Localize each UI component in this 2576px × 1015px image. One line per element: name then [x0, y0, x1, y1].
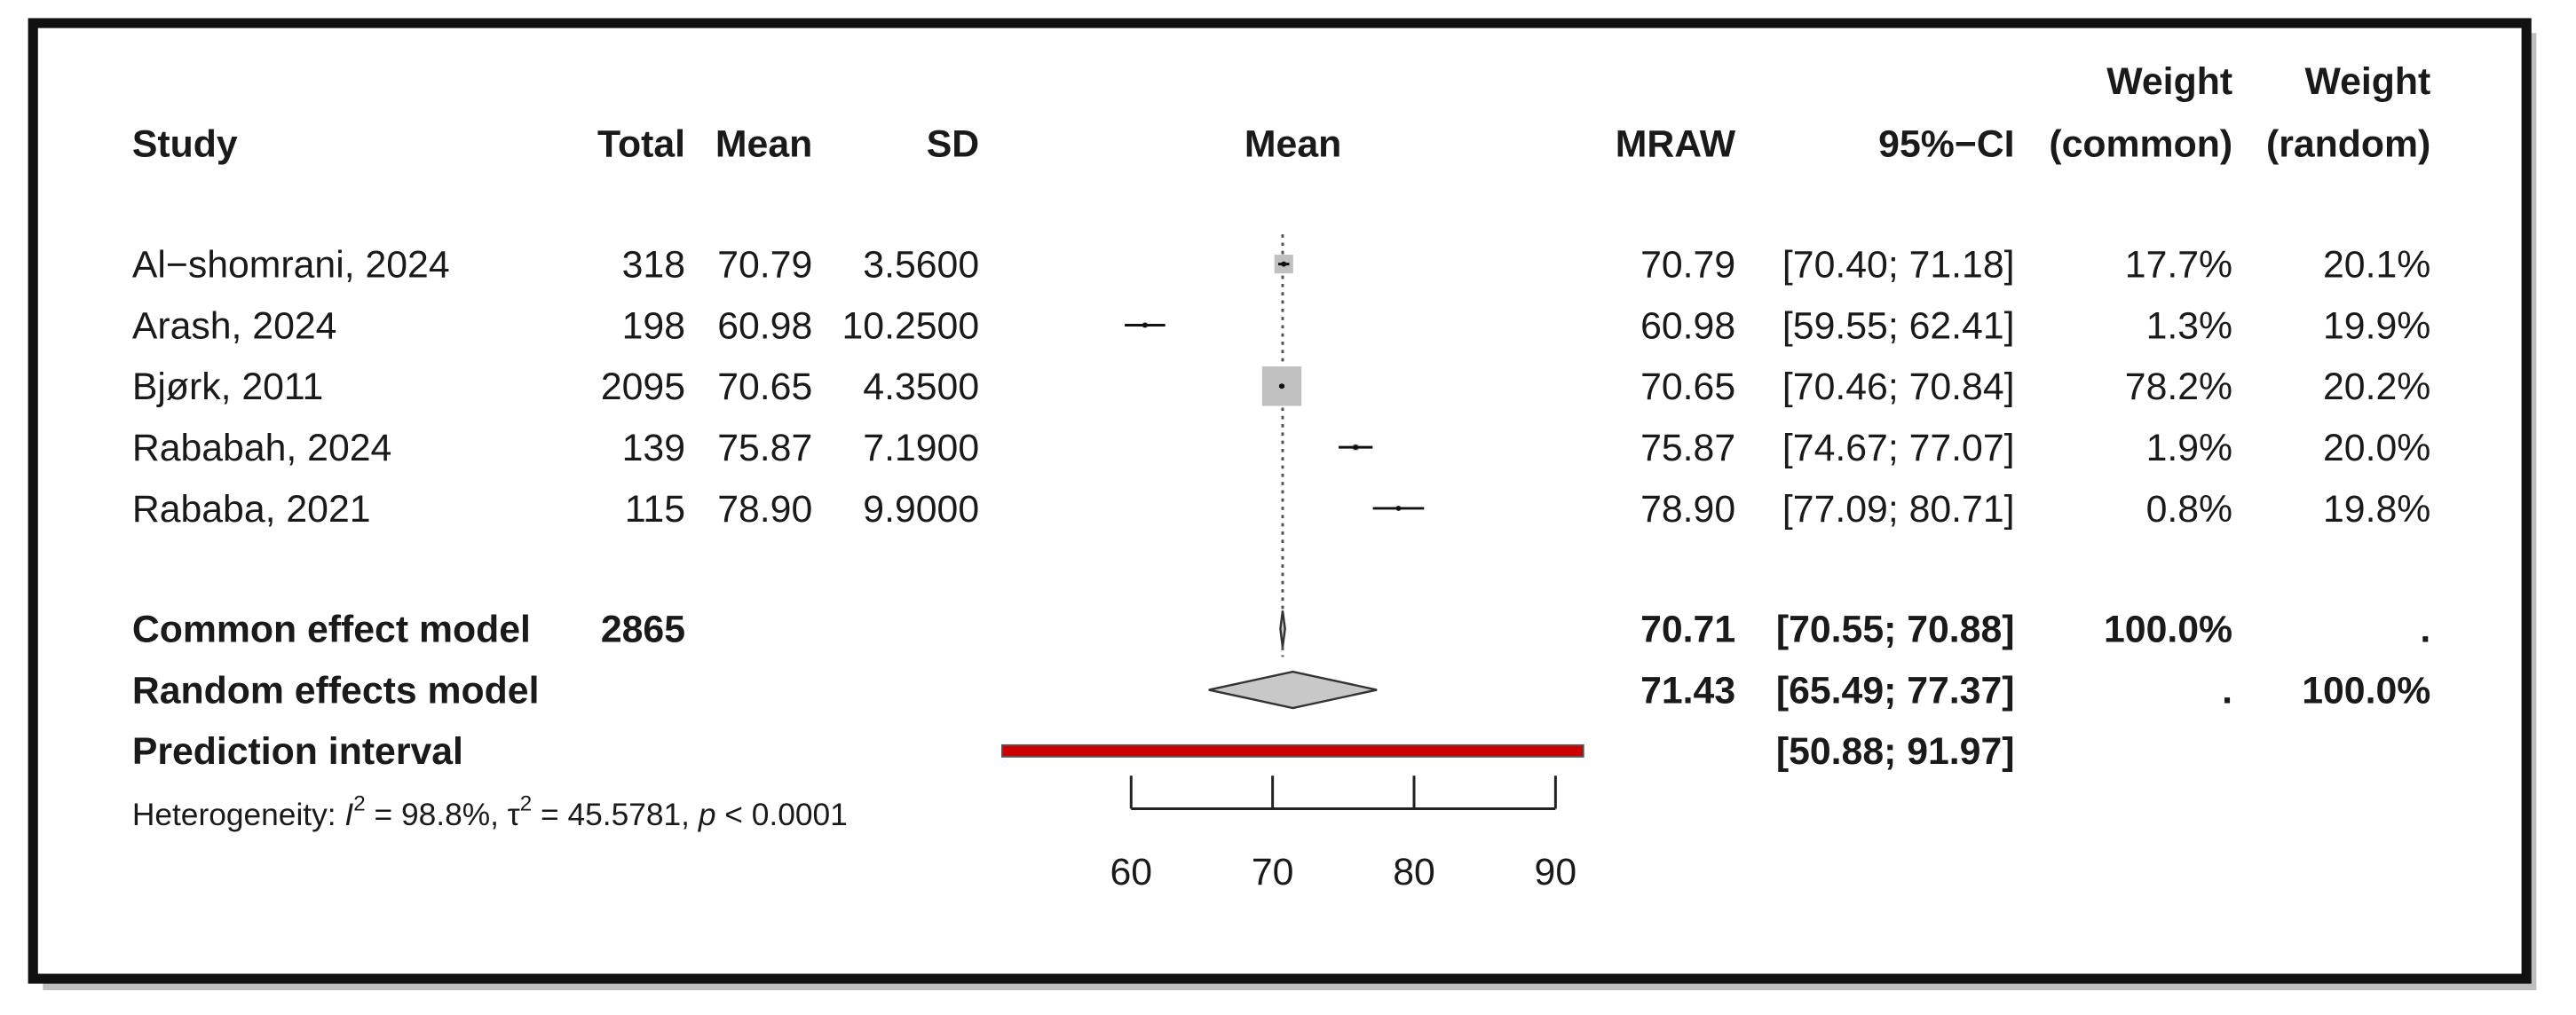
summary-name: Prediction interval [132, 730, 463, 773]
heterogeneity-part: = 45.5781, [532, 798, 699, 832]
prediction-bar [1001, 744, 1584, 758]
study-mraw: 75.87 [1640, 427, 1735, 469]
header-total: Total [597, 123, 685, 166]
heterogeneity-part: p [698, 798, 716, 832]
heterogeneity-part: 2 [520, 791, 532, 815]
study-sd: 4.3500 [863, 366, 979, 408]
study-point [1353, 445, 1359, 451]
study-point [1281, 261, 1287, 267]
study-weight-random: 20.0% [2323, 427, 2430, 469]
study-sd: 9.9000 [863, 488, 979, 531]
study-sd: 7.1900 [863, 427, 979, 469]
summary-weight-common: . [2222, 669, 2232, 712]
heterogeneity-part: τ [508, 798, 520, 832]
header-ci: 95%−CI [1878, 123, 2014, 166]
header-mean: Mean [715, 123, 812, 166]
header-mraw: MRAW [1616, 123, 1736, 166]
study-mraw: 70.65 [1640, 366, 1735, 408]
study-ci: [70.46; 70.84] [1782, 366, 2015, 408]
summary-diamond [1208, 670, 1378, 710]
study-weight-common: 1.9% [2146, 427, 2232, 469]
study-weight-common: 1.3% [2146, 304, 2232, 347]
study-name: Al−shomrani, 2024 [132, 244, 450, 287]
study-sd: 3.5600 [863, 244, 979, 287]
study-mean: 78.90 [717, 488, 812, 531]
study-mean: 70.79 [717, 244, 812, 287]
summary-ci: [65.49; 77.37] [1776, 669, 2015, 712]
heterogeneity: Heterogeneity: I2 = 98.8%, τ2 = 45.5781,… [132, 791, 848, 832]
header-weight: Weight [2305, 60, 2431, 103]
header-plot: Mean [1245, 123, 1341, 166]
study-name: Rababah, 2024 [132, 427, 392, 469]
study-sd: 10.2500 [842, 304, 980, 347]
x-tick-label: 70 [1252, 851, 1294, 893]
study-point [1142, 322, 1148, 328]
heterogeneity-part: = 98.8%, [366, 798, 508, 832]
heterogeneity-part: I [344, 798, 353, 832]
x-tick-label: 60 [1110, 851, 1152, 893]
study-weight-common: 0.8% [2146, 488, 2232, 531]
study-mraw: 70.79 [1640, 244, 1735, 287]
study-weight-random: 20.2% [2323, 366, 2430, 408]
study-ci: [74.67; 77.07] [1782, 427, 2015, 469]
study-total: 2095 [601, 366, 685, 408]
study-mean: 75.87 [717, 427, 812, 469]
study-ci: [77.09; 80.71] [1782, 488, 2015, 531]
x-tick-label: 80 [1393, 851, 1435, 893]
x-tick-label: 90 [1535, 851, 1577, 893]
study-total: 198 [622, 304, 685, 347]
summary-diamond [1279, 610, 1286, 648]
study-weight-random: 19.8% [2323, 488, 2430, 531]
header-study: Study [132, 123, 238, 166]
summary-weight-common: 100.0% [2104, 609, 2232, 651]
study-mean: 70.65 [717, 366, 812, 408]
heterogeneity-part: 2 [353, 791, 365, 815]
header-weight: (random) [2266, 123, 2430, 166]
summary-ci: [50.88; 91.97] [1776, 730, 2015, 773]
study-name: Rababa, 2021 [132, 488, 371, 531]
summary-name: Common effect model [132, 609, 531, 651]
summary-mraw: 70.71 [1640, 609, 1735, 651]
study-name: Bjørk, 2011 [132, 366, 324, 408]
summary-weight-random: . [2420, 609, 2430, 651]
summary-name: Random effects model [132, 669, 540, 712]
study-ci: [59.55; 62.41] [1782, 304, 2015, 347]
study-mraw: 60.98 [1640, 304, 1735, 347]
summary-mraw: 71.43 [1640, 669, 1735, 712]
heterogeneity-part: < 0.0001 [715, 798, 847, 832]
header-sd: SD [927, 123, 979, 166]
heterogeneity-part: Heterogeneity: [132, 798, 345, 832]
study-total: 115 [625, 488, 685, 531]
study-weight-random: 19.9% [2323, 304, 2430, 347]
study-mean: 60.98 [717, 304, 812, 347]
header-weight: Weight [2106, 60, 2232, 103]
study-weight-common: 78.2% [2125, 366, 2232, 408]
header-weight: (common) [2049, 123, 2232, 166]
summary-weight-random: 100.0% [2302, 669, 2430, 712]
study-name: Arash, 2024 [132, 304, 337, 347]
study-weight-common: 17.7% [2125, 244, 2232, 287]
study-total: 318 [622, 244, 685, 287]
study-point [1279, 383, 1284, 389]
summary-total: 2865 [601, 609, 685, 651]
summary-ci: [70.55; 70.88] [1776, 609, 2015, 651]
study-ci: [70.40; 71.18] [1782, 244, 2015, 287]
study-point [1395, 505, 1402, 511]
study-weight-random: 20.1% [2323, 244, 2430, 287]
study-total: 139 [622, 427, 685, 469]
frame [28, 18, 2532, 984]
study-mraw: 78.90 [1640, 488, 1735, 531]
